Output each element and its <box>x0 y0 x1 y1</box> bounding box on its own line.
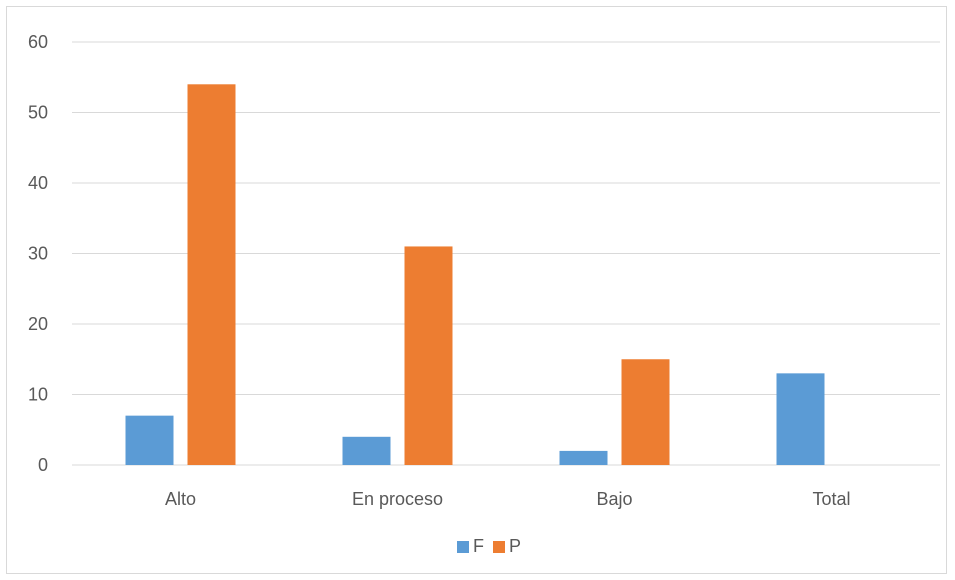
legend-label-f: F <box>473 536 484 556</box>
y-tick-label: 0 <box>38 455 48 475</box>
legend-swatch-p <box>493 541 505 553</box>
y-tick-label: 40 <box>28 173 48 193</box>
bar-f-total <box>776 373 825 465</box>
x-tick-label: Alto <box>165 489 196 509</box>
bar-f-bajo <box>559 450 608 465</box>
y-tick-label: 30 <box>28 244 48 264</box>
legend-swatch-f <box>457 541 469 553</box>
x-tick-label: Bajo <box>596 489 632 509</box>
y-tick-label: 60 <box>28 32 48 52</box>
bar-p-bajo <box>621 359 670 465</box>
bar-f-alto <box>125 415 174 465</box>
x-tick-label: En proceso <box>352 489 443 509</box>
chart-area <box>6 6 947 574</box>
bar-p-alto <box>187 84 236 466</box>
bar-p-en-proceso <box>404 246 453 465</box>
y-tick-label: 20 <box>28 314 48 334</box>
y-tick-label: 10 <box>28 385 48 405</box>
x-tick-label: Total <box>812 489 850 509</box>
bar-f-en-proceso <box>342 436 391 465</box>
y-tick-label: 50 <box>28 103 48 123</box>
legend-label-p: P <box>509 536 521 556</box>
